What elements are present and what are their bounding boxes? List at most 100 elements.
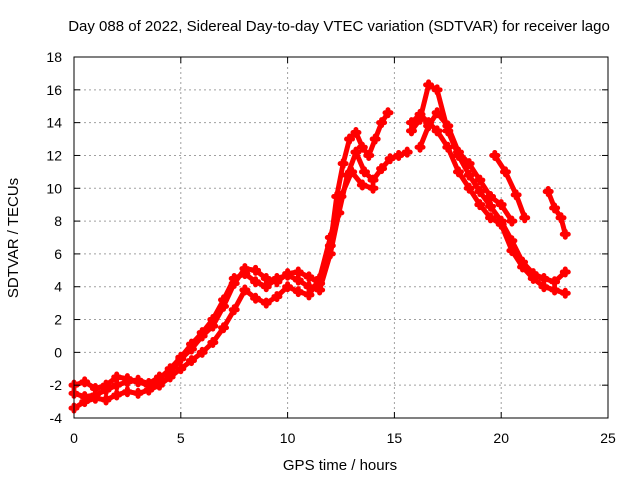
y-tick-label: 10: [46, 180, 62, 196]
data-point: [260, 281, 272, 293]
data-point: [271, 291, 283, 303]
data-point: [292, 274, 304, 286]
data-point: [292, 286, 304, 298]
data-point: [185, 355, 197, 367]
data-point: [175, 351, 187, 363]
y-tick-label: 0: [54, 344, 62, 360]
data-point: [356, 141, 368, 153]
data-point: [356, 179, 368, 191]
x-tick-label: 15: [387, 430, 403, 446]
data-point: [100, 379, 112, 391]
data-point: [506, 245, 518, 257]
data-point: [324, 232, 336, 243]
series-line: [71, 149, 410, 391]
data-point: [153, 379, 165, 391]
data-point: [239, 268, 251, 280]
data-point: [384, 153, 396, 165]
data-point: [423, 120, 435, 132]
data-point: [337, 158, 349, 170]
data-point: [452, 166, 464, 178]
data-point: [207, 314, 219, 326]
data-point: [260, 297, 272, 309]
data-point: [314, 273, 326, 285]
y-tick-label: -2: [50, 377, 63, 393]
data-point: [121, 373, 133, 385]
data-point: [463, 158, 475, 170]
data-point: [376, 117, 388, 129]
data-point: [271, 273, 283, 285]
data-point: [485, 200, 497, 212]
data-point: [111, 389, 123, 401]
data-point: [431, 107, 443, 119]
data-point: [250, 276, 262, 288]
data-point: [442, 120, 454, 132]
data-point: [495, 218, 507, 230]
data-point: [463, 169, 475, 181]
data-point: [452, 146, 464, 158]
data-point: [517, 261, 529, 273]
data-point: [89, 392, 101, 404]
y-tick-label: 8: [54, 213, 62, 229]
x-tick-label: 5: [177, 430, 185, 446]
data-point: [89, 382, 101, 394]
y-tick-label: 6: [54, 246, 62, 262]
data-point: [282, 281, 294, 293]
data-point: [303, 289, 315, 301]
data-point: [538, 281, 550, 293]
data-point: [218, 322, 230, 334]
data-point: [79, 396, 91, 408]
data-point: [549, 276, 561, 288]
data-point: [358, 166, 370, 178]
data-point: [196, 346, 208, 358]
data-point: [506, 215, 518, 227]
data-point: [185, 338, 197, 350]
data-point: [474, 174, 486, 186]
data-point: [282, 269, 294, 281]
data-point: [401, 146, 413, 158]
series-line: [409, 82, 568, 285]
data-point: [474, 186, 486, 198]
data-point: [207, 337, 219, 349]
data-point: [314, 284, 326, 296]
data-point: [367, 182, 379, 194]
data-point: [559, 266, 571, 278]
x-tick-label: 25: [600, 430, 616, 446]
data-point: [519, 212, 531, 224]
series-line: [417, 110, 515, 224]
data-point: [335, 190, 347, 202]
data-point: [350, 126, 362, 138]
data-point: [485, 190, 497, 202]
data-point: [414, 141, 426, 153]
series-track-7: [489, 149, 531, 224]
data-point: [132, 376, 144, 388]
data-point: [510, 189, 522, 201]
data-point: [559, 228, 571, 240]
data-point: [132, 387, 144, 399]
data-point: [164, 363, 176, 375]
data-point: [363, 149, 375, 161]
data-point: [196, 327, 208, 339]
data-point: [111, 379, 123, 391]
data-point: [489, 149, 501, 161]
y-tick-label: -4: [50, 410, 63, 426]
data-point: [549, 284, 561, 296]
data-point: [549, 202, 561, 214]
x-axis-label: GPS time / hours: [283, 457, 397, 474]
data-point: [393, 149, 405, 161]
y-tick-label: 12: [46, 147, 62, 163]
data-point: [111, 371, 123, 383]
data-point: [250, 292, 262, 304]
data-point: [79, 376, 91, 388]
data-point: [414, 108, 426, 120]
data-point: [369, 133, 381, 145]
data-point: [164, 371, 176, 383]
data-point: [423, 79, 435, 91]
axis-ticks: 0 5 10 15 20 25 -4 -2 0 2 4 6 8 10 12 14 16 18: [46, 49, 616, 446]
y-tick-label: 2: [54, 312, 62, 328]
series-line: [492, 153, 528, 221]
data-point: [346, 166, 358, 178]
series-track-1: [68, 107, 394, 403]
data-point: [463, 182, 475, 194]
data-point: [218, 294, 230, 306]
